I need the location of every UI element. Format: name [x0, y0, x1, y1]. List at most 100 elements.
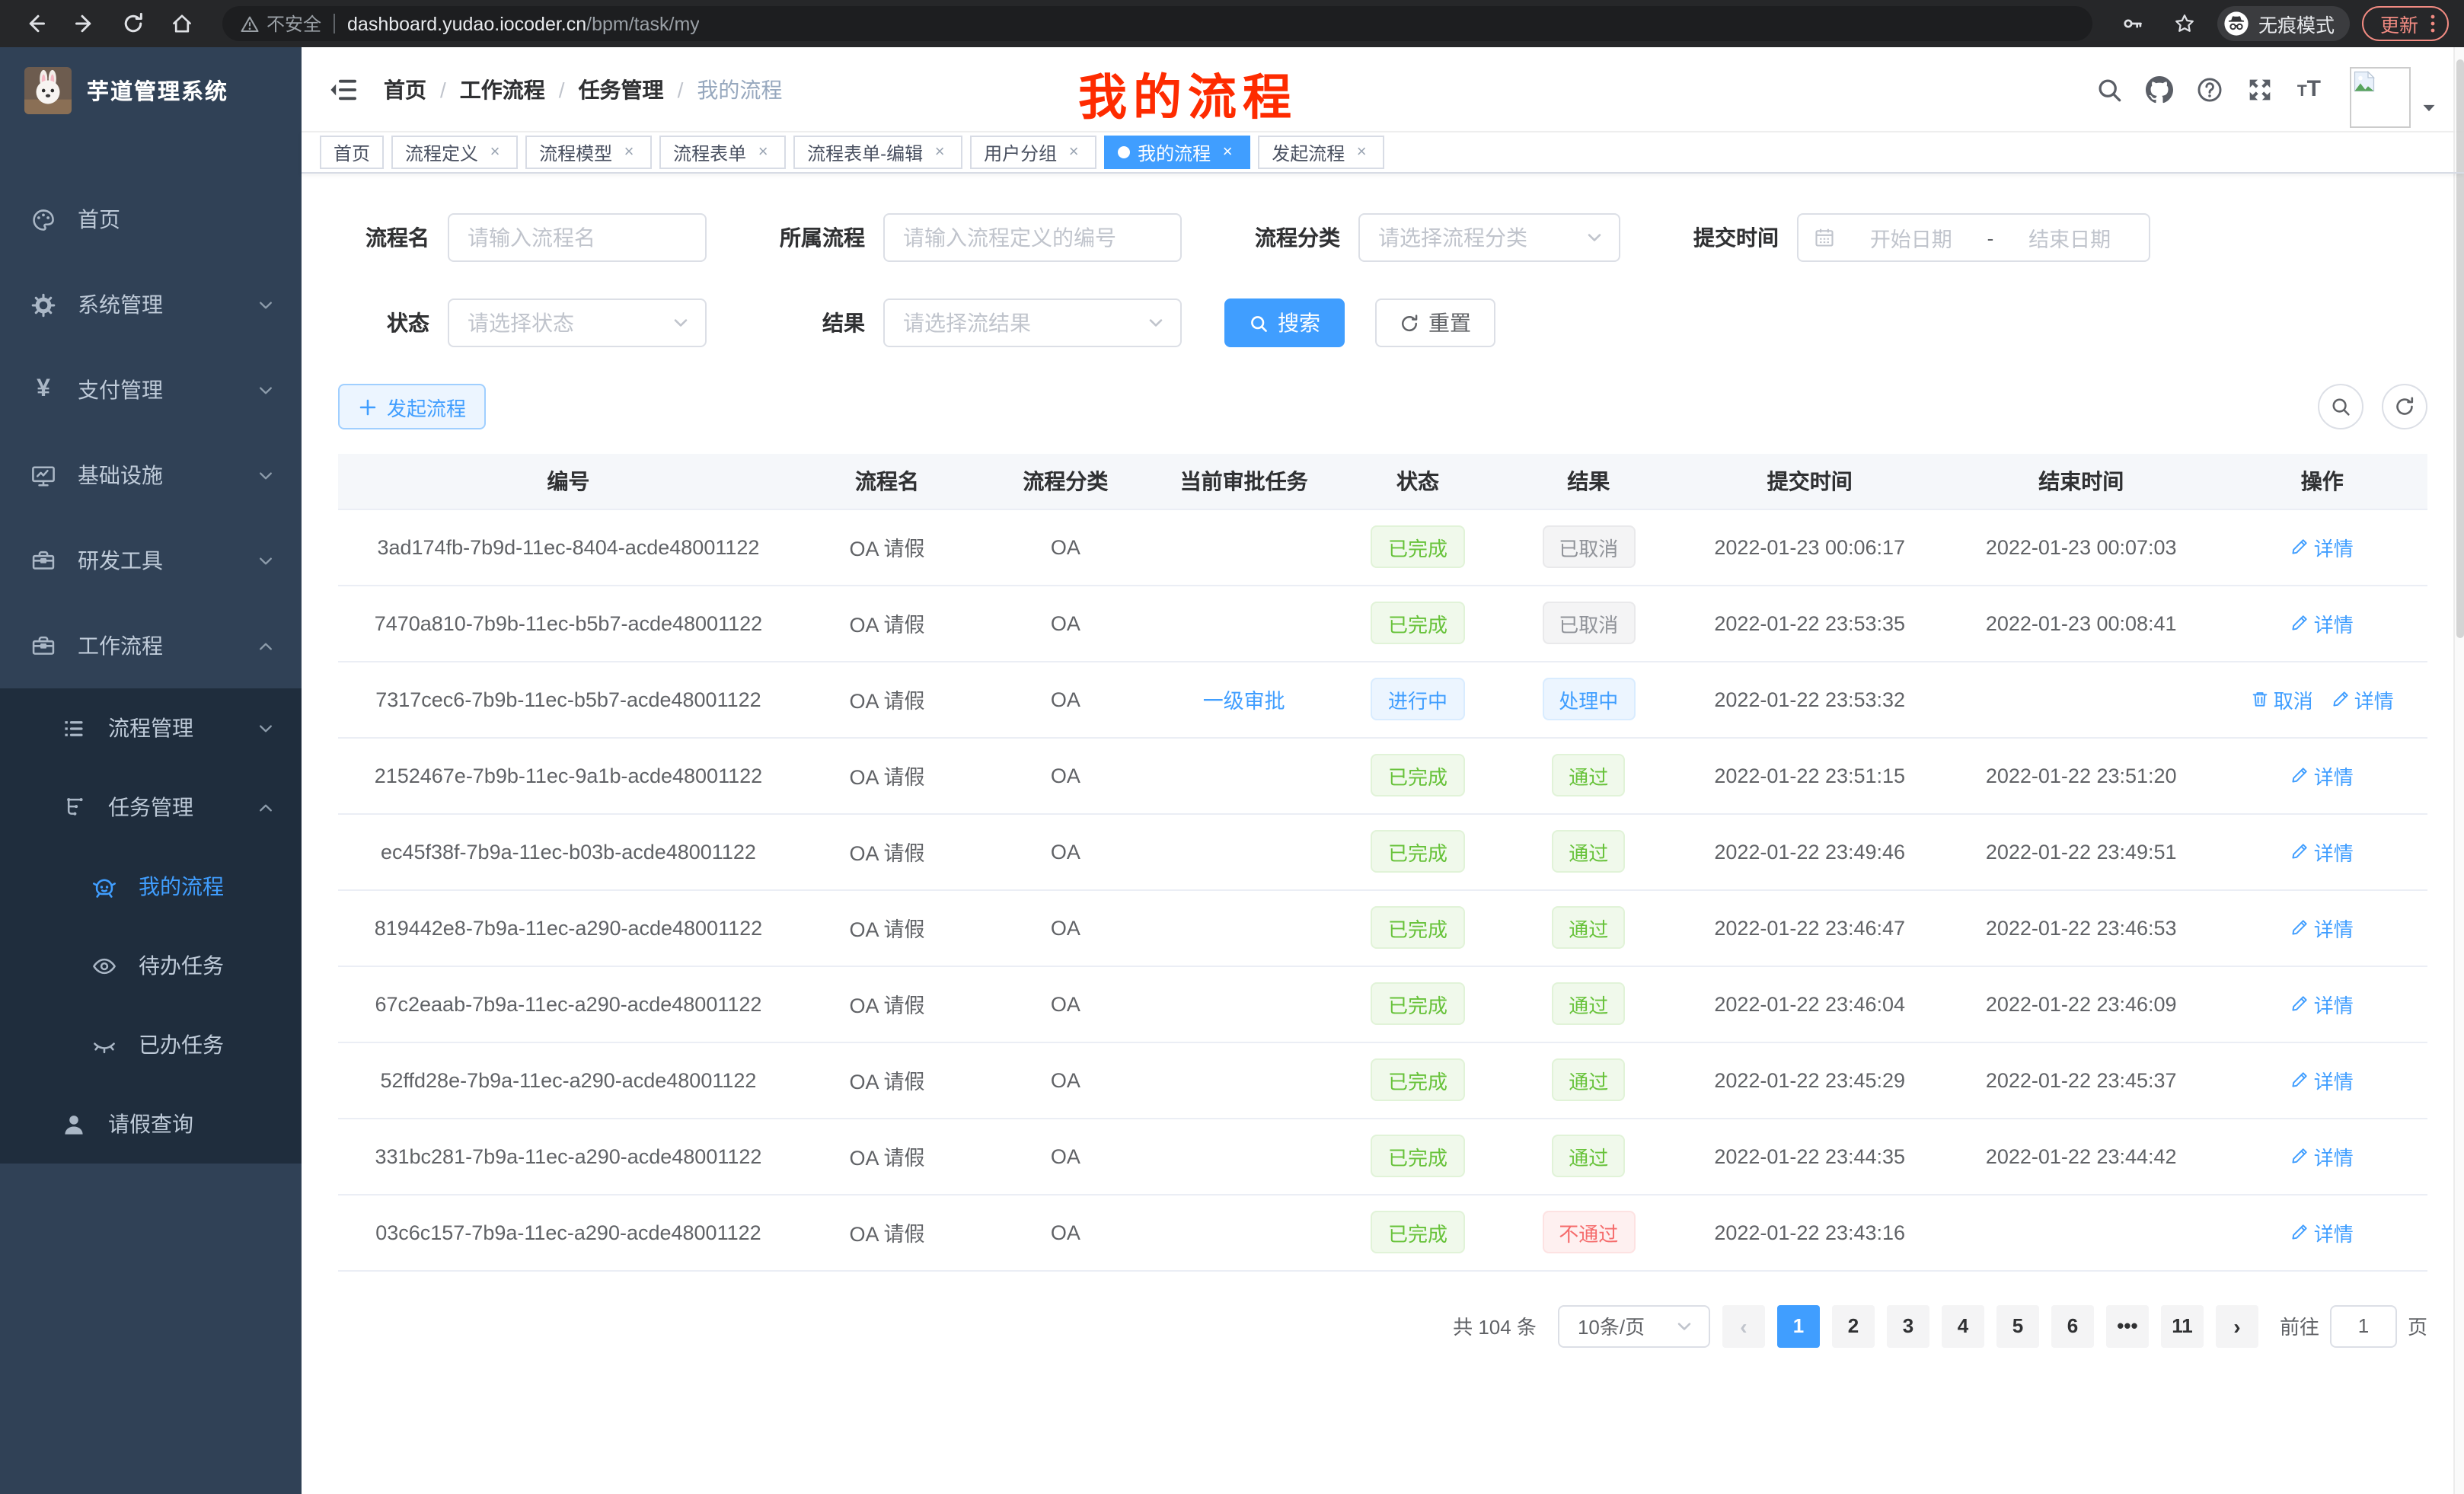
sidebar-toggle-icon[interactable] [329, 74, 359, 104]
incognito-badge[interactable]: 无痕模式 [2217, 6, 2350, 41]
url-bar[interactable]: 不安全 dashboard.yudao.iocoder.cn/bpm/task/… [222, 6, 2092, 41]
sidebar-item-system[interactable]: 系统管理 [0, 262, 302, 347]
sidebar-item-done-tasks[interactable]: 已办任务 [0, 1005, 302, 1084]
github-icon[interactable] [2146, 75, 2174, 103]
avatar-caret-icon[interactable] [2421, 100, 2437, 115]
page-ellipsis[interactable]: ••• [2105, 1304, 2149, 1347]
detail-link[interactable]: 详情 [2291, 608, 2354, 637]
tab-流程定义[interactable]: 流程定义 × [391, 136, 519, 169]
result-select[interactable]: 请选择流结果 [883, 298, 1182, 347]
key-icon[interactable] [2114, 4, 2153, 43]
sidebar-item-process-mgmt[interactable]: 流程管理 [0, 688, 302, 768]
logo-row[interactable]: 芋道管理系统 [0, 47, 302, 132]
page-button-1[interactable]: 1 [1776, 1304, 1820, 1347]
bookmark-star-icon[interactable] [2166, 4, 2205, 43]
sidebar-item-task-mgmt[interactable]: 任务管理 [0, 768, 302, 847]
tab-发起流程[interactable]: 发起流程 × [1258, 136, 1385, 169]
sidebar-item-workflow[interactable]: 工作流程 [0, 603, 302, 688]
close-icon[interactable]: × [1068, 143, 1079, 161]
update-button[interactable]: 更新 [2361, 6, 2449, 41]
navbar: 首页 / 工作流程 / 任务管理 / 我的流程 我的流程 TT [302, 47, 2464, 132]
status-select[interactable]: 请选择状态 [448, 298, 707, 347]
cancel-link[interactable]: 取消 [2251, 685, 2313, 713]
page-button-5[interactable]: 5 [1996, 1304, 2039, 1347]
fullscreen-icon[interactable] [2247, 75, 2274, 103]
process-name-input[interactable] [448, 213, 707, 262]
prev-page-button[interactable]: ‹ [1722, 1304, 1765, 1347]
page-button-6[interactable]: 6 [2051, 1304, 2094, 1347]
sidebar-item-devtools[interactable]: 研发工具 [0, 518, 302, 603]
close-icon[interactable]: × [490, 143, 500, 161]
sidebar-item-leave-query[interactable]: 请假查询 [0, 1084, 302, 1164]
submit-time-range-picker[interactable]: 开始日期 - 结束日期 [1797, 213, 2150, 262]
scrollbar-thumb[interactable] [2456, 59, 2464, 638]
cell-end-time: 2022-01-22 23:49:51 [1945, 813, 2217, 890]
cell-category: OA [975, 737, 1156, 814]
detail-link[interactable]: 详情 [2291, 1141, 2354, 1170]
detail-link[interactable]: 详情 [2291, 761, 2354, 790]
browser-menu-icon[interactable] [2430, 14, 2435, 34]
cell-result: 通过 [1503, 889, 1674, 966]
sidebar-item-home[interactable]: 首页 [0, 177, 302, 262]
cell-end-time: 2022-01-23 00:08:41 [1945, 585, 2217, 662]
page-size-select[interactable]: 10条/页 [1557, 1304, 1710, 1347]
close-icon[interactable]: × [1222, 143, 1233, 161]
tab-流程表单[interactable]: 流程表单 × [659, 136, 787, 169]
sidebar-item-todo-tasks[interactable]: 待办任务 [0, 926, 302, 1005]
breadcrumb-item[interactable]: 首页 [384, 77, 426, 101]
detail-link[interactable]: 详情 [2291, 989, 2354, 1018]
avatar[interactable] [2350, 66, 2411, 127]
font-size-icon[interactable]: TT [2296, 76, 2321, 102]
reset-button[interactable]: 重置 [1375, 298, 1495, 347]
cell-process-name: OA 请假 [798, 585, 976, 662]
refresh-button[interactable] [2382, 384, 2427, 429]
security-warning-icon[interactable]: 不安全 [241, 11, 321, 37]
cell-status: 已完成 [1332, 585, 1504, 662]
page-button-11[interactable]: 11 [2160, 1304, 2204, 1347]
sidebar-item-my-process[interactable]: 我的流程 [0, 847, 302, 926]
tab-流程模型[interactable]: 流程模型 × [525, 136, 653, 169]
detail-link[interactable]: 详情 [2291, 837, 2354, 866]
help-icon[interactable] [2197, 75, 2224, 103]
close-icon[interactable]: × [624, 143, 634, 161]
tab-用户分组[interactable]: 用户分组 × [970, 136, 1097, 169]
result-label: 结果 [822, 311, 865, 335]
reload-icon[interactable] [113, 4, 152, 43]
close-icon[interactable]: × [934, 143, 945, 161]
create-process-button[interactable]: 发起流程 [338, 384, 487, 429]
detail-link[interactable]: 详情 [2332, 685, 2394, 713]
tab-我的流程[interactable]: 我的流程 × [1104, 136, 1251, 169]
url-text[interactable]: dashboard.yudao.iocoder.cn/bpm/task/my [347, 13, 700, 34]
parent-process-input[interactable] [883, 213, 1182, 262]
search-button[interactable]: 搜索 [1224, 298, 1345, 347]
back-icon[interactable] [15, 4, 55, 43]
page-button-3[interactable]: 3 [1886, 1304, 1929, 1347]
scrollbar[interactable] [2453, 47, 2464, 1494]
page-button-4[interactable]: 4 [1941, 1304, 1984, 1347]
next-page-button[interactable]: › [2215, 1304, 2258, 1347]
forward-icon[interactable] [64, 4, 104, 43]
page-button-2[interactable]: 2 [1831, 1304, 1875, 1347]
status-badge: 已完成 [1371, 906, 1464, 949]
toggle-search-button[interactable] [2318, 384, 2363, 429]
cell-submit-time: 2022-01-22 23:44:35 [1674, 1118, 1945, 1195]
header-search-icon[interactable] [2096, 75, 2124, 103]
close-icon[interactable]: × [1356, 143, 1367, 161]
detail-link[interactable]: 详情 [2291, 1065, 2354, 1094]
tab-流程表单-编辑[interactable]: 流程表单-编辑 × [793, 136, 963, 169]
tab-首页[interactable]: 首页 [320, 136, 385, 169]
detail-link[interactable]: 详情 [2291, 913, 2354, 942]
home-icon[interactable] [161, 4, 201, 43]
category-select[interactable]: 请选择流程分类 [1358, 213, 1620, 262]
current-task-link[interactable]: 一级审批 [1202, 690, 1285, 713]
detail-link[interactable]: 详情 [2291, 532, 2354, 561]
action-label: 详情 [2313, 1222, 2354, 1245]
table-row: 819442e8-7b9a-11ec-a290-acde48001122 OA 请… [338, 889, 2427, 966]
breadcrumb-item[interactable]: 工作流程 [459, 77, 545, 101]
breadcrumb-item[interactable]: 任务管理 [578, 77, 664, 101]
close-icon[interactable]: × [758, 143, 768, 161]
goto-page-input[interactable] [2329, 1304, 2397, 1347]
detail-link[interactable]: 详情 [2291, 1218, 2354, 1247]
sidebar-item-infra[interactable]: 基础设施 [0, 433, 302, 518]
sidebar-item-payment[interactable]: ¥ 支付管理 [0, 347, 302, 433]
